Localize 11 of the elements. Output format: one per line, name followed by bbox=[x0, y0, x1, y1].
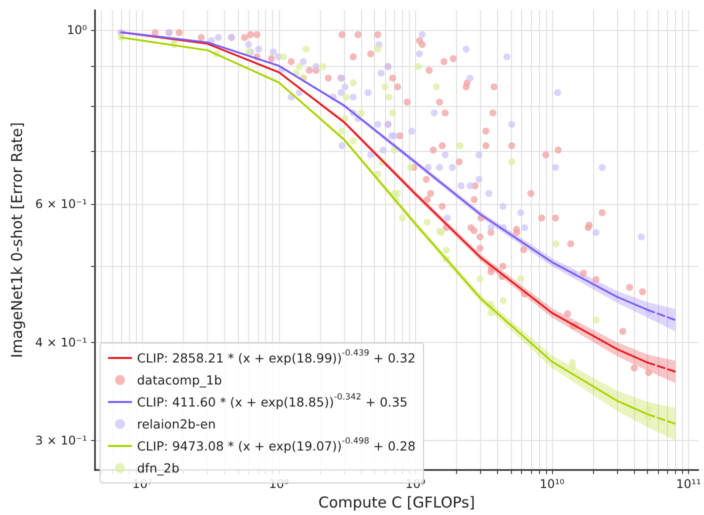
legend-label: datacomp_1b bbox=[137, 372, 222, 388]
x-axis-title: Compute C [GFLOPs] bbox=[318, 494, 475, 512]
y-tick-label: 6 × 10⁻¹ bbox=[35, 197, 88, 212]
y-tick-label: 3 × 10⁻¹ bbox=[35, 433, 88, 448]
y-tick-label: 10⁰ bbox=[66, 22, 88, 37]
x-tick-label: 10¹⁰ bbox=[540, 477, 565, 492]
y-axis-title: ImageNet1k 0-shot [Error Rate] bbox=[8, 122, 26, 358]
y-tick-label: 4 × 10⁻¹ bbox=[35, 335, 88, 350]
legend-label: dfn_2b bbox=[137, 460, 180, 476]
x-tick-label: 10¹¹ bbox=[676, 477, 702, 492]
legend-label: relaion2b-en bbox=[137, 416, 216, 432]
